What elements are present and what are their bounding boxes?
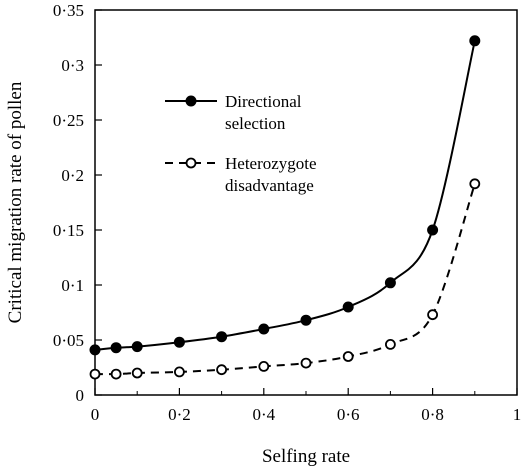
- y-tick-label: 0·05: [53, 331, 84, 350]
- series-2-point: [131, 367, 143, 379]
- series-layer: [89, 35, 481, 380]
- legend-marker-2: [185, 157, 197, 169]
- legend: Directional selection Heterozygote disadvan…: [165, 92, 317, 195]
- legend-label-2: disadvantage: [225, 176, 314, 195]
- series-1-point: [173, 336, 185, 348]
- series-2-point: [89, 368, 101, 380]
- legend-label-2: Heterozygote: [225, 154, 317, 173]
- x-tick-label: 1: [513, 405, 522, 424]
- series-1-point: [89, 344, 101, 356]
- series-1-point: [131, 341, 143, 353]
- series-2-point: [300, 357, 312, 369]
- legend-label-1: Directional: [225, 92, 302, 111]
- series-1-point: [427, 224, 439, 236]
- x-tick-label: 0·8: [421, 405, 444, 424]
- axes: 0 0·2 0·4 0·6 0·8 1 0 0·05 0·1 0·15 0·2 0·25 0·3 0·35…: [5, 1, 521, 467]
- series-1-point: [110, 342, 122, 354]
- y-axis-title: Critical migration rate of pollen: [5, 81, 26, 323]
- series-2-point: [258, 360, 270, 372]
- y-tick-label: 0·2: [61, 166, 84, 185]
- x-tick-label: 0·2: [168, 405, 191, 424]
- y-tick-label: 0·15: [53, 221, 84, 240]
- x-tick-label: 0·4: [252, 405, 275, 424]
- series-2-point: [216, 364, 228, 376]
- series-1-point: [469, 35, 481, 47]
- x-tick-label: 0: [91, 405, 100, 424]
- series-2-point: [427, 309, 439, 321]
- x-axis-title: Selfing rate: [262, 446, 350, 467]
- legend-marker-1: [185, 95, 197, 107]
- series-1-point: [342, 301, 354, 313]
- series-1-point: [216, 331, 228, 343]
- y-tick-label: 0: [76, 386, 85, 405]
- x-tick-label: 0·6: [337, 405, 360, 424]
- series-1-line: [94, 40, 476, 351]
- series-2-point: [384, 338, 396, 350]
- series-2-point: [469, 178, 481, 190]
- y-tick-label: 0·3: [61, 56, 84, 75]
- series-1-point: [258, 323, 270, 335]
- legend-label-1: selection: [225, 114, 286, 133]
- plot-frame: [94, 9, 518, 396]
- y-tick-label: 0·35: [53, 1, 84, 20]
- y-tick-label: 0·1: [61, 276, 84, 295]
- series-2-point: [110, 368, 122, 380]
- series-1-point: [300, 314, 312, 326]
- series-2-point: [173, 366, 185, 378]
- series-2-point: [342, 351, 354, 362]
- y-tick-label: 0·25: [53, 111, 84, 130]
- series-1-point: [384, 277, 396, 289]
